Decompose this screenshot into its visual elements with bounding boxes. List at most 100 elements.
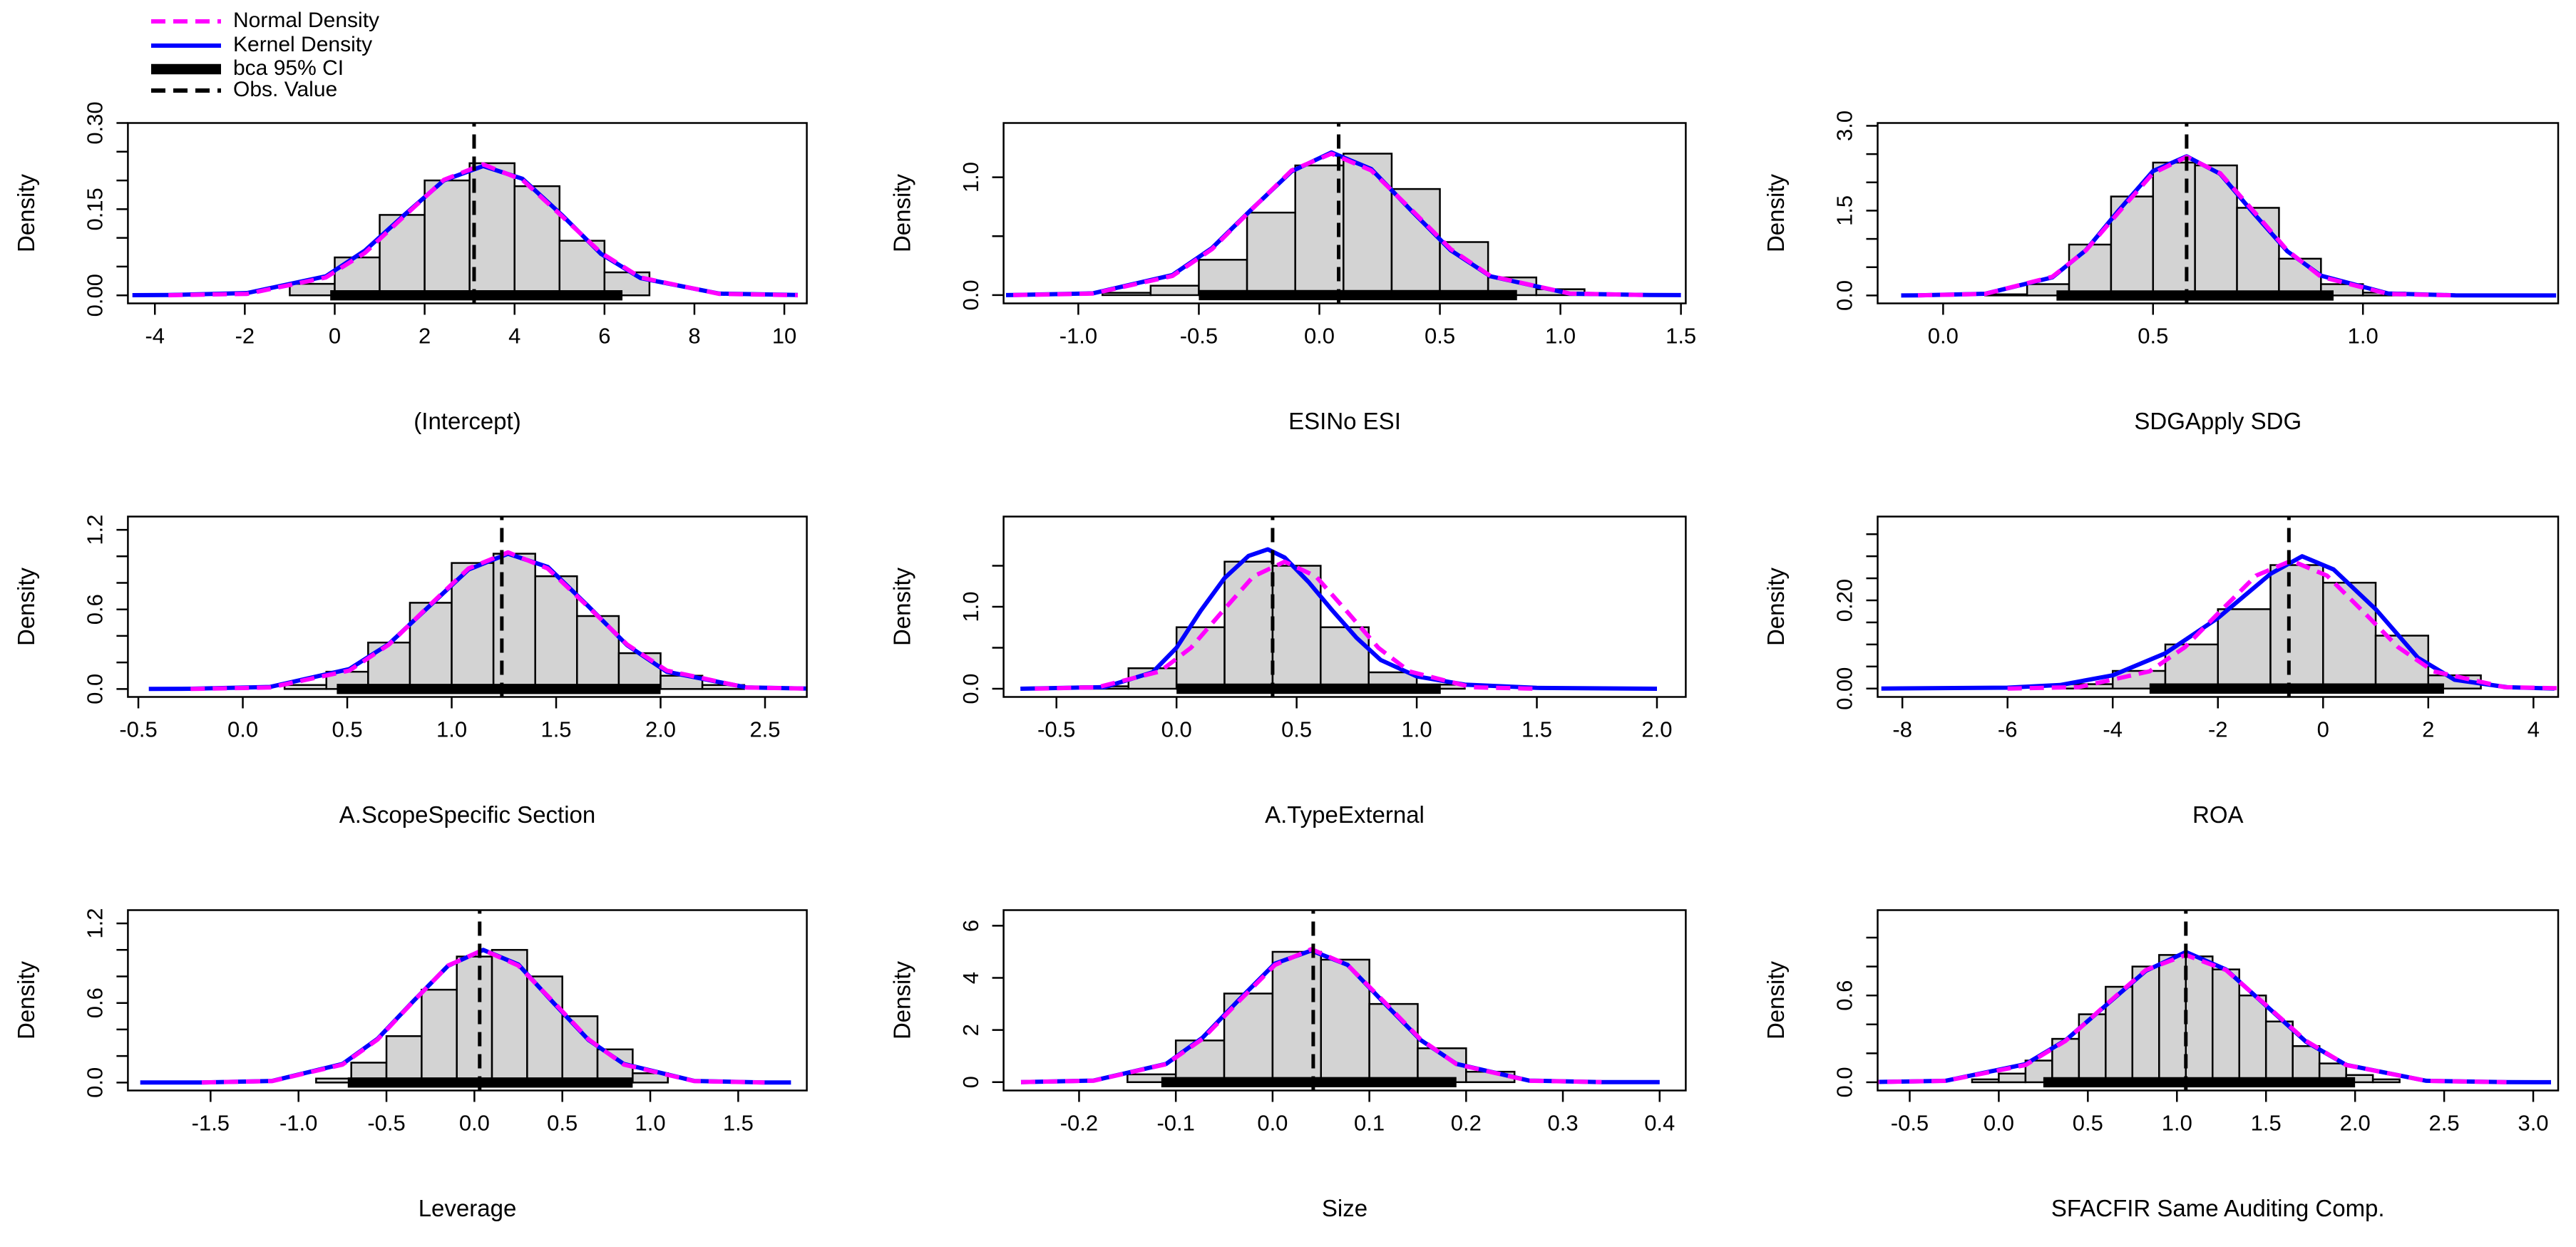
plot-area <box>1020 910 1660 1091</box>
x-tick-label: -4 <box>2103 717 2123 742</box>
legend-label: bca 95% CI <box>233 56 344 80</box>
histogram-bar <box>289 282 336 297</box>
y-tick-label: 0.0 <box>1832 1067 1857 1097</box>
x-tick-label: 2.5 <box>2429 1111 2460 1136</box>
y-axis-label: Density <box>13 567 39 646</box>
x-tick-label: -2 <box>2208 717 2228 742</box>
y-tick-label: 0.00 <box>1832 667 1857 710</box>
x-tick-label: 6 <box>598 324 610 349</box>
x-tick-label: 0.0 <box>1984 1111 2014 1136</box>
x-tick-label: -0.5 <box>119 717 157 742</box>
y-tick-label: 1.0 <box>958 162 983 193</box>
histogram-bar <box>2322 582 2377 689</box>
x-tick-label: 8 <box>688 324 700 349</box>
histogram-bar <box>367 641 411 690</box>
y-tick-label: 1.0 <box>958 591 983 622</box>
x-tick-label: 0.1 <box>1354 1111 1385 1136</box>
x-axis-label: Leverage <box>419 1195 517 1221</box>
histogram-bar <box>2068 243 2113 297</box>
legend-label: Kernel Density <box>233 33 372 56</box>
x-axis-label: ROA <box>2192 801 2244 828</box>
histogram-bar <box>561 1015 599 1084</box>
histogram-bar <box>2217 608 2272 689</box>
y-tick-label: 4 <box>958 972 983 984</box>
histogram-bar <box>451 562 495 690</box>
x-tick-label: -4 <box>145 324 165 349</box>
plot-box <box>127 909 808 1092</box>
normal-density <box>1035 559 1535 691</box>
panel: -1.0 -0.5 0.0 0.5 1.0 1.5 0.0 1.0 ESINo ESI Densi… <box>888 122 1696 434</box>
x-tick-label: 0.0 <box>227 717 258 742</box>
x-tick-label: 0.5 <box>547 1111 578 1136</box>
plot-box <box>1002 122 1687 304</box>
x-axis-label: A.TypeExternal <box>1265 801 1425 828</box>
y-tick-label: 0.0 <box>958 673 983 704</box>
y-tick-label: 0.0 <box>83 1067 108 1098</box>
y-tick-label: 3.0 <box>1832 111 1857 141</box>
histogram-bar <box>2158 954 2187 1084</box>
histogram-bar <box>1320 626 1370 690</box>
x-tick-label: 1.5 <box>2251 1111 2282 1136</box>
y-axis-label: Density <box>13 960 39 1040</box>
y-tick-label: 0.6 <box>83 987 108 1018</box>
panel: -4 -2 0 2 4 6 8 10 0.00 0.15 0.30 (Intercept) Densit… <box>13 101 808 434</box>
x-tick-label: 1.5 <box>723 1111 754 1136</box>
y-axis-label: Density <box>1762 173 1789 252</box>
histogram-bar <box>1390 188 1441 297</box>
x-tick-label: 0.5 <box>2073 1111 2103 1136</box>
plot-box <box>1877 909 2560 1092</box>
x-tick-label: 2.5 <box>749 717 780 742</box>
histogram-bar <box>2236 207 2280 297</box>
plot-area <box>1020 516 1658 697</box>
y-tick-label: 0.15 <box>83 188 108 230</box>
y-tick-label: 0.20 <box>1832 579 1857 622</box>
x-tick-label: 1.5 <box>540 717 571 742</box>
x-axis-label: SFACFIR Same Auditing Comp. <box>2051 1195 2385 1221</box>
x-tick-label: 0.5 <box>1425 324 1455 349</box>
y-tick-label: 0 <box>958 1076 983 1088</box>
histogram-bar <box>617 652 662 690</box>
y-tick-label: 2 <box>958 1024 983 1036</box>
x-tick-label: -0.5 <box>1891 1111 1929 1136</box>
y-tick-label: 0.0 <box>958 279 983 310</box>
histogram-bar <box>1149 284 1200 297</box>
x-tick-label: 4 <box>2528 717 2540 742</box>
histogram-bar <box>385 1035 423 1084</box>
normal-density <box>1013 151 1650 297</box>
x-tick-label: 0.0 <box>1304 324 1335 349</box>
plot-area <box>1901 123 2557 304</box>
x-tick-label: 2.0 <box>2340 1111 2371 1136</box>
histogram-bar <box>2292 1045 2321 1084</box>
normal-density <box>201 948 765 1085</box>
histogram-bar <box>2278 257 2322 297</box>
normal-density <box>1020 947 1602 1084</box>
histogram-bar <box>1971 1078 2000 1084</box>
x-tick-label: 0.0 <box>1161 717 1192 742</box>
histogram-bar <box>283 684 327 690</box>
y-axis-label: Density <box>1762 567 1789 646</box>
plot-box <box>1002 909 1687 1092</box>
x-tick-label: 1.5 <box>1522 717 1552 742</box>
y-axis-label: Density <box>13 173 39 252</box>
panel: 0.0 0.5 1.0 0.0 1.5 3.0 SDGApply SDG Density <box>1762 111 2560 434</box>
x-tick-label: -2 <box>235 324 255 349</box>
histogram-bar <box>492 553 536 690</box>
plot-area <box>132 123 799 304</box>
legend-label: Obs. Value <box>233 78 337 101</box>
y-axis-label: Density <box>888 173 915 252</box>
histogram-bar <box>576 615 620 690</box>
normal-density <box>2007 558 2558 691</box>
histogram-bar <box>2264 1020 2294 1084</box>
histogram-bar <box>513 185 561 297</box>
histogram-bar <box>424 179 471 297</box>
histogram-bar <box>534 575 578 690</box>
histogram-bar <box>1998 1072 2027 1084</box>
histogram-bar <box>2212 968 2240 1084</box>
x-tick-label: -0.2 <box>1060 1111 1098 1136</box>
x-tick-label: 1.0 <box>436 717 467 742</box>
histogram-bar <box>421 988 458 1084</box>
histogram-bar <box>2152 161 2196 297</box>
histogram-bar <box>2238 994 2267 1084</box>
